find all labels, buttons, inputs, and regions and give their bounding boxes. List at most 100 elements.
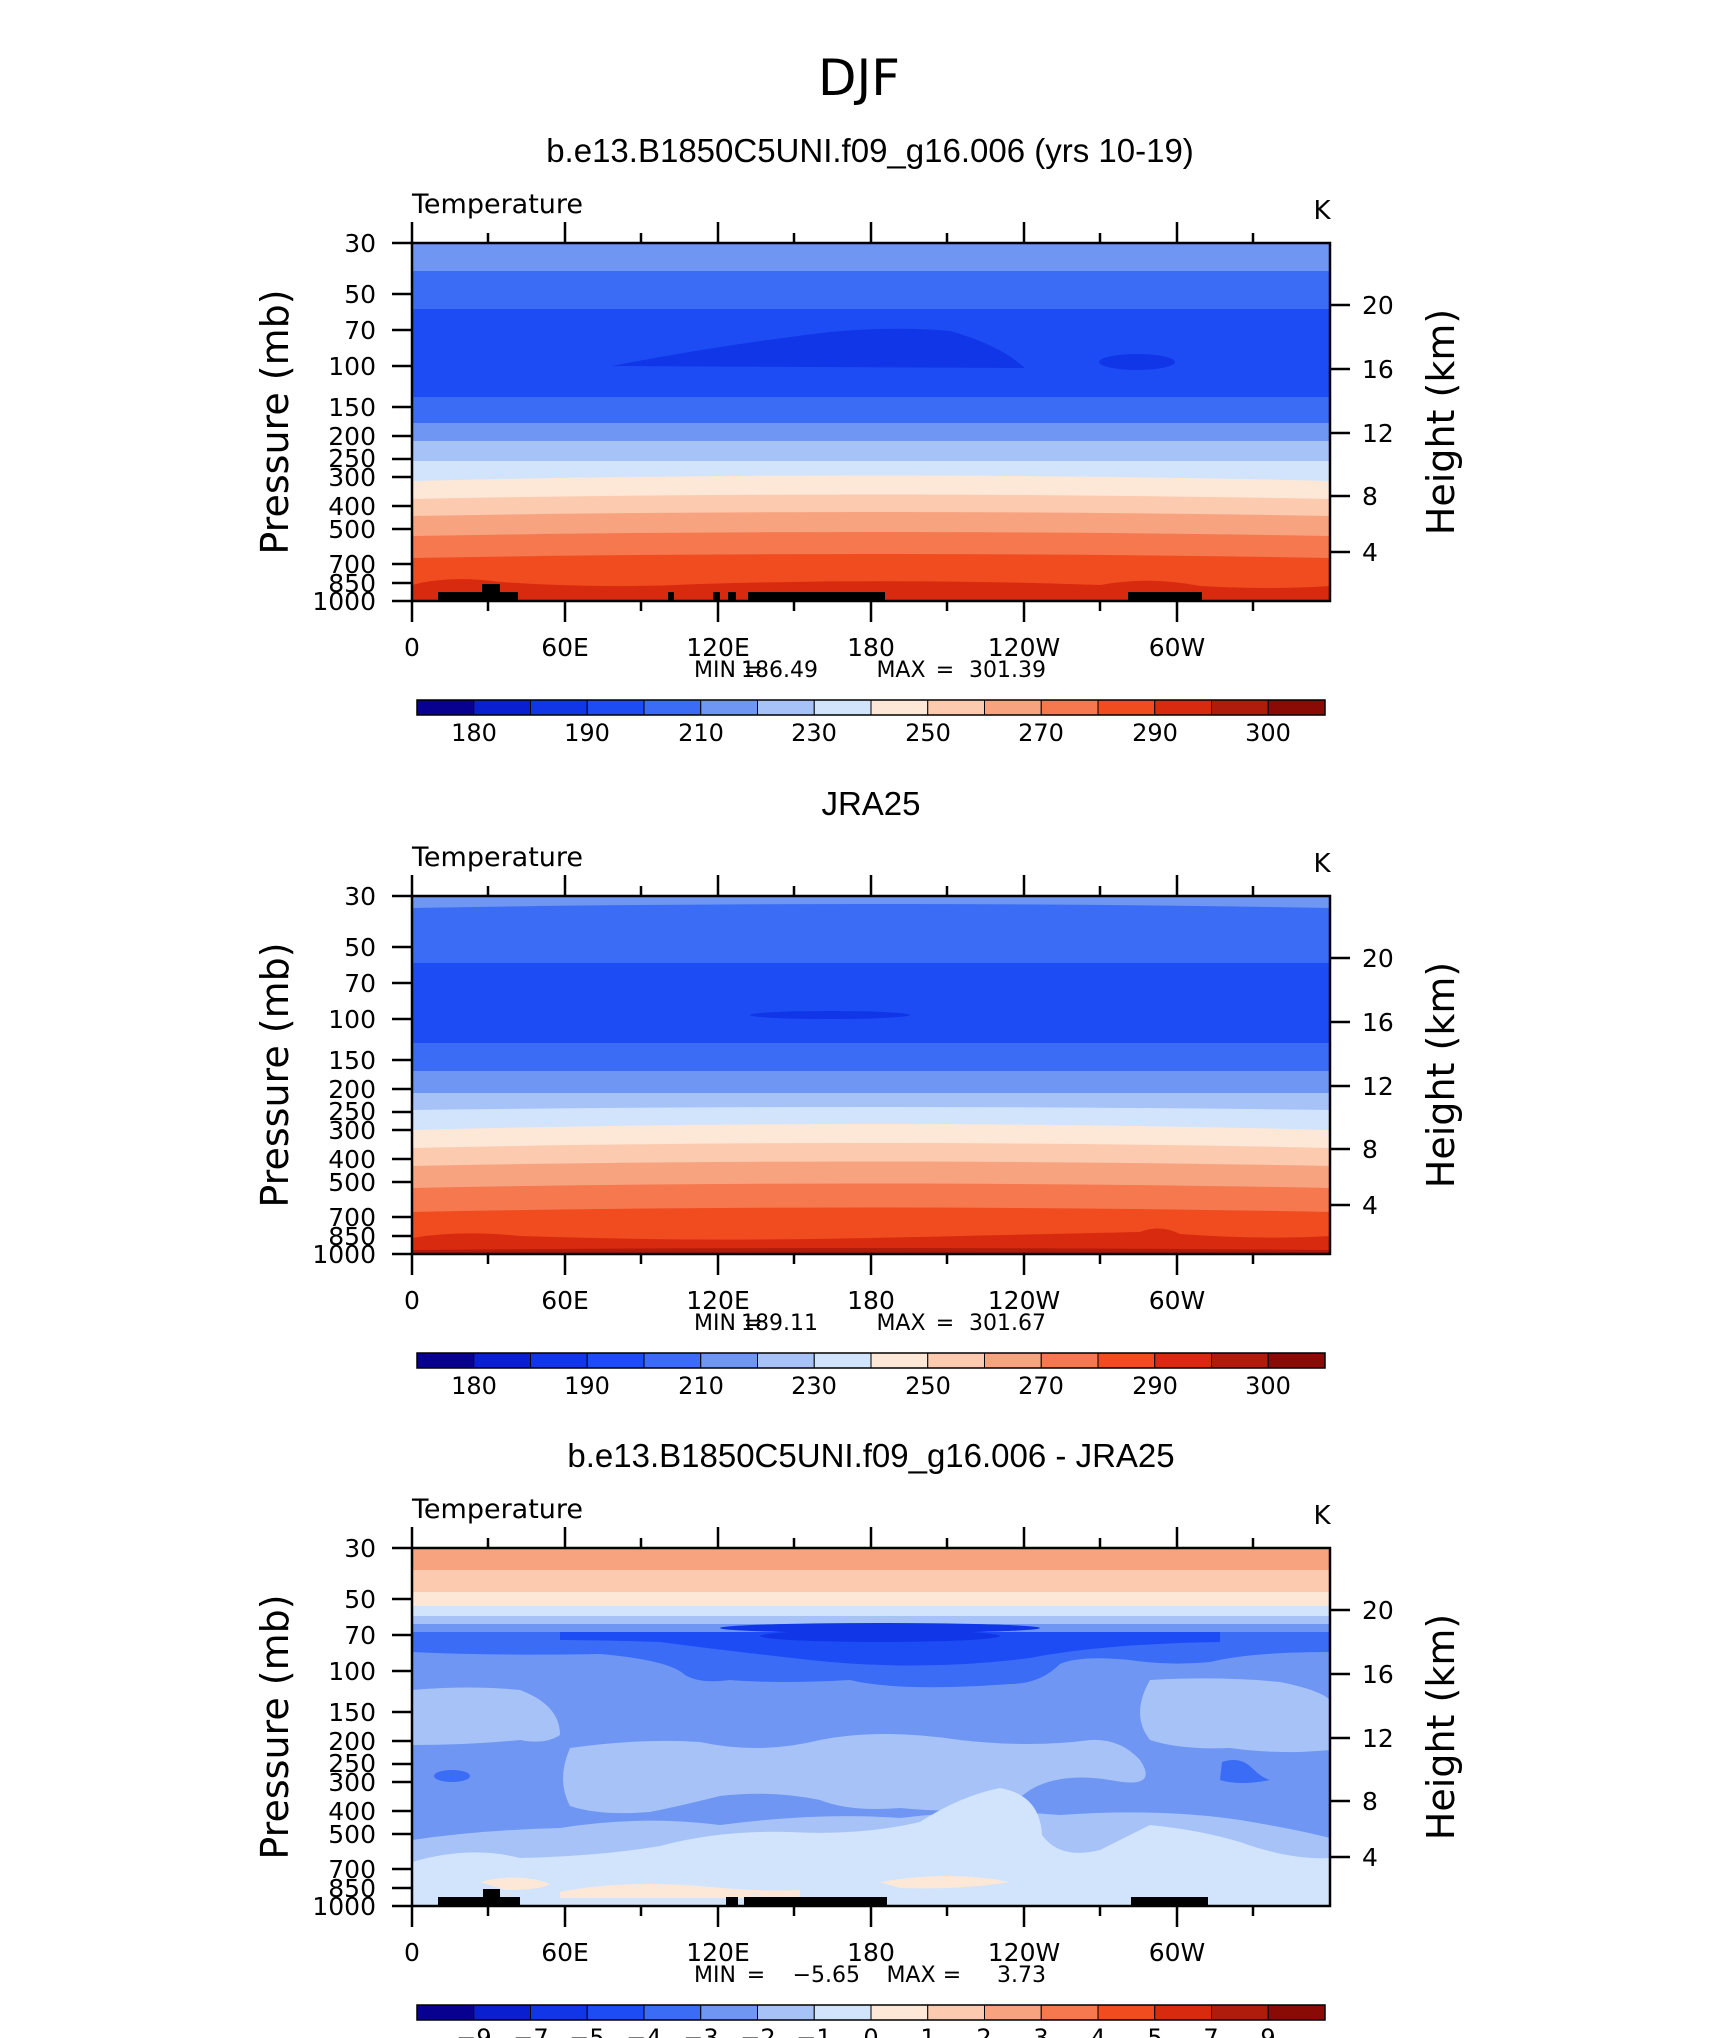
y-tick-label: 250 (328, 1749, 376, 1778)
colorbar-swatch (1097, 1352, 1156, 1369)
y-tick-label: 400 (328, 1797, 376, 1826)
y-tick-label: 70 (344, 1621, 376, 1650)
colorbar-frame (416, 699, 1326, 716)
y-tick-label: 50 (344, 933, 376, 962)
colorbar-label: 210 (678, 1372, 724, 1400)
panel-2-colorbar-labels: 180 190 210 230 250 270 290 300 (451, 1372, 1291, 1400)
colorbar-label: 190 (564, 1372, 610, 1400)
panel-3-right-tick-labels: 4 8 12 16 20 (1362, 1596, 1394, 1872)
panel-3-lightest-region (412, 1788, 1330, 1906)
max-label: MAX (886, 1963, 935, 1988)
y-tick-label: 250 (328, 444, 376, 473)
panel-3-band-top-3 (412, 1592, 1330, 1606)
colorbar-swatch (870, 1352, 929, 1369)
colorbar-swatch (643, 699, 702, 716)
panel-1-minmax: MIN = 186.49 MAX = 301.39 (694, 658, 1046, 683)
panel-1-band-2 (412, 271, 1330, 309)
panel-3: b.e13.B1850C5UNI.f09_g16.006 - JRA25 Tem… (253, 1437, 1463, 2038)
panel-1-band-5 (412, 423, 1330, 441)
colorbar-swatch (530, 1352, 588, 1369)
panel-1-band-7 (412, 461, 1330, 481)
x-tick-label: 0 (404, 1286, 420, 1315)
panel-2-ylabel-right: Height (km) (1419, 962, 1463, 1188)
colorbar-label: −7 (513, 2024, 548, 2038)
panel-3-light-region-3 (1140, 1678, 1330, 1753)
panel-3-y-tick-labels: 30 50 70 100 150 200 250 300 400 500 700… (312, 1534, 376, 1921)
colorbar-label: 7 (1203, 2024, 1218, 2038)
colorbar-swatch (1154, 1352, 1212, 1369)
colorbar-swatch (700, 2004, 758, 2021)
x-tick-label: 60W (1149, 1286, 1206, 1315)
min-value: −5.65 (793, 1963, 860, 1988)
panel-1-band-13 (412, 579, 1330, 601)
y-tick-label: 200 (328, 1075, 376, 1104)
panel-2-colorbar (416, 1352, 1326, 1369)
colorbar-swatch (643, 2004, 702, 2021)
y-tick-label: 70 (344, 969, 376, 998)
panel-3-minmax: MIN = −5.65 MAX = 3.73 (694, 1963, 1046, 1988)
y-tick-label: 50 (344, 280, 376, 309)
right-tick-label: 8 (1362, 482, 1378, 511)
x-tick-label: 0 (404, 1938, 420, 1967)
y-tick-label: 850 (328, 569, 376, 598)
colorbar-label: 290 (1132, 719, 1178, 747)
panel-3-band-top-1 (412, 1548, 1330, 1570)
right-tick-label: 8 (1362, 1135, 1378, 1164)
right-tick-label: 20 (1362, 944, 1394, 973)
panel-1-cold-core (612, 328, 1025, 368)
colorbar-frame (416, 2004, 1326, 2021)
panel-2-x-tick-labels: 0 60E 120E 180 120W 60W (404, 1286, 1205, 1315)
panel-2-band-5 (412, 1071, 1330, 1093)
panel-2-units: K (1313, 849, 1331, 879)
y-tick-label: 70 (344, 316, 376, 345)
colorbar-swatch (1211, 2004, 1269, 2021)
y-tick-label: 100 (328, 352, 376, 381)
colorbar-swatch (1040, 699, 1099, 716)
panel-2-band-3 (412, 963, 1330, 1043)
colorbar-swatch (757, 2004, 815, 2021)
y-tick-label: 300 (328, 1768, 376, 1797)
colorbar-swatch (643, 1352, 702, 1369)
colorbar-swatch (870, 699, 929, 716)
colorbar-swatch (700, 699, 758, 716)
colorbar-label: 5 (1147, 2024, 1162, 2038)
panel-3-cold-core-2 (720, 1623, 1040, 1633)
panel-3-blue-spot-1 (434, 1770, 470, 1782)
colorbar-swatch (473, 2004, 531, 2021)
panel-1-cold-core-east (1099, 354, 1175, 370)
y-tick-label: 300 (328, 1116, 376, 1145)
panel-3-band-top-5 (412, 1616, 1330, 1624)
y-tick-label: 150 (328, 1046, 376, 1075)
colorbar-swatch (416, 2004, 475, 2021)
right-tick-label: 4 (1362, 538, 1378, 567)
colorbar-swatch (984, 699, 1042, 716)
right-tick-label: 20 (1362, 291, 1394, 320)
colorbar-swatch (586, 699, 645, 716)
min-label: MIN (694, 1963, 736, 1988)
panel-2-title: JRA25 (821, 785, 920, 822)
panel-3-light-region-1 (412, 1687, 560, 1745)
colorbar-swatch (813, 699, 872, 716)
panel-1-band-4 (412, 397, 1330, 423)
min-eq: = (747, 1963, 765, 1988)
panel-2-minmax: MIN = 189.11 MAX = 301.67 (694, 1311, 1046, 1336)
colorbar-label: 210 (678, 719, 724, 747)
max-label: MAX (876, 1311, 925, 1336)
colorbar-label: 180 (451, 1372, 497, 1400)
max-value: 3.73 (997, 1963, 1046, 1988)
panel-3-variable: Temperature (411, 1494, 583, 1525)
colorbar-swatch (1211, 1352, 1269, 1369)
colorbar-label: 230 (791, 1372, 837, 1400)
panel-2-ylabel: Pressure (mb) (253, 942, 297, 1207)
panel-2: JRA25 Temperature K (253, 785, 1463, 1400)
panel-1-units: K (1313, 196, 1331, 226)
y-tick-label: 100 (328, 1005, 376, 1034)
y-tick-label: 250 (328, 1097, 376, 1126)
panel-3-colorbar (416, 2004, 1326, 2021)
x-tick-label: 180 (847, 1938, 895, 1967)
panel-3-title: b.e13.B1850C5UNI.f09_g16.006 - JRA25 (567, 1437, 1174, 1474)
colorbar-swatch (530, 699, 588, 716)
colorbar-label: −1 (796, 2024, 831, 2038)
panel-3-blue-spot-2 (1220, 1760, 1270, 1783)
x-tick-label: 60E (541, 633, 589, 662)
